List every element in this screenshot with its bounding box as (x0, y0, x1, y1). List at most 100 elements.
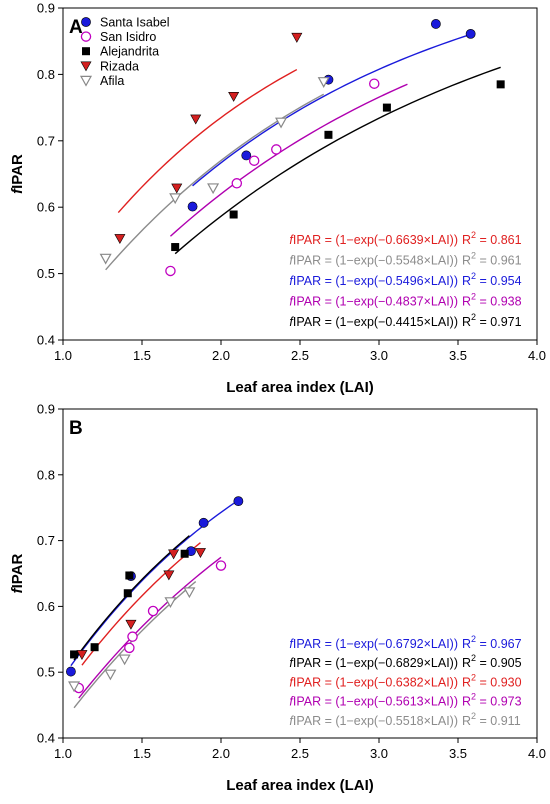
r2-label: R (462, 656, 471, 670)
x-tick-label: 3.5 (449, 746, 467, 761)
fit-r2-0: R2 = 0.967 (462, 634, 522, 651)
legend-marker (79, 75, 93, 87)
fit-equation-1: fIPAR = (1−exp(−0.5548×LAI)) (289, 254, 458, 268)
y-tick-label: 0.5 (37, 266, 55, 281)
y-tick-label: 0.9 (37, 402, 55, 417)
legend-marker (80, 31, 92, 42)
x-tick-label: 3.0 (370, 348, 388, 363)
r2-value: = 0.911 (476, 714, 521, 728)
y-tick-label: 0.8 (37, 467, 55, 482)
r2-label: R (462, 714, 471, 728)
data-point (382, 103, 391, 112)
fit-r2-3: R2 = 0.938 (462, 292, 522, 309)
data-point (248, 155, 260, 166)
data-point (118, 654, 131, 666)
legend-label: San Isidro (100, 30, 156, 44)
panel-a: 1.0 1.5 2.0 2.5 3.0 3.5 4.0 0.4 0.5 0.6 0.7 0.8 0.9 L… (9, 1, 546, 397)
x-tick-label: 3.0 (370, 746, 388, 761)
data-point (104, 669, 117, 681)
legend-label: Rizada (100, 59, 139, 73)
fit-r2-1: R2 = 0.905 (462, 653, 522, 670)
r2-label: R (462, 295, 471, 309)
data-point (183, 587, 196, 599)
data-point (187, 201, 198, 212)
data-point (127, 631, 138, 642)
data-point (169, 193, 182, 205)
r2-sup: 2 (471, 230, 476, 240)
eq-f: f (289, 675, 294, 689)
data-point (241, 150, 252, 161)
eq-f: f (289, 254, 294, 268)
legend-marker (81, 17, 91, 27)
x-tick-label: 2.5 (291, 746, 309, 761)
y-tick-label: 0.7 (37, 533, 55, 548)
r2-value: = 0.961 (476, 254, 522, 268)
fit-equation-0: fIPAR = (1−exp(−0.6792×LAI)) (289, 637, 458, 651)
legend-marker (80, 61, 92, 72)
eq-body: IPAR = (1−exp(−0.5518×LAI)) (293, 714, 458, 728)
r2-sup: 2 (471, 251, 476, 261)
series-rizada (76, 548, 206, 661)
series-afila (99, 77, 330, 265)
fit-equation-2: fIPAR = (1−exp(−0.5496×LAI)) (289, 274, 458, 288)
r2-sup: 2 (471, 672, 476, 682)
data-point (165, 265, 176, 277)
r2-label: R (462, 315, 471, 329)
data-point (125, 571, 134, 580)
y-axis-label-italic: f (9, 586, 26, 593)
fit-r2-0: R2 = 0.861 (462, 230, 522, 247)
fit-equation-3: fIPAR = (1−exp(−0.5613×LAI)) (289, 695, 458, 709)
series-alejandrita (171, 80, 505, 252)
data-point (164, 597, 177, 609)
r2-sup: 2 (471, 653, 476, 663)
fit-curve-2 (81, 542, 201, 666)
x-tick-label: 1.5 (133, 348, 151, 363)
y-tick-label: 0.9 (37, 1, 55, 16)
fit-r2-1: R2 = 0.961 (462, 251, 522, 268)
data-point (430, 19, 441, 29)
y-axis-label: fIPAR (9, 553, 26, 593)
fit-r2-4: R2 = 0.971 (462, 312, 522, 329)
data-point (123, 589, 132, 598)
data-point (496, 80, 505, 89)
data-point (198, 517, 209, 528)
data-point (168, 549, 180, 560)
eq-f: f (289, 233, 294, 247)
y-tick-label: 0.4 (37, 333, 55, 348)
x-tick-label: 1.0 (54, 746, 72, 761)
fit-curve-1 (105, 93, 325, 271)
data-point (90, 643, 99, 652)
fit-curve-2 (192, 33, 471, 187)
r2-label: R (462, 274, 471, 288)
r2-sup: 2 (471, 692, 476, 702)
legend-label: Afila (100, 74, 124, 88)
r2-value: = 0.971 (476, 315, 522, 329)
series-san-isidro (73, 560, 227, 694)
x-tick-label: 2.0 (212, 348, 230, 363)
eq-f: f (289, 637, 294, 651)
data-point (171, 243, 180, 252)
data-point (291, 32, 303, 43)
x-tick-label: 4.0 (528, 746, 546, 761)
r2-sup: 2 (471, 711, 476, 721)
data-point (207, 183, 220, 195)
data-point (147, 605, 159, 617)
x-tick-label: 2.0 (212, 746, 230, 761)
eq-f: f (289, 274, 294, 288)
series-rizada (114, 32, 303, 245)
data-point (228, 92, 240, 102)
data-point (231, 178, 243, 189)
x-axis-label: Leaf area index (LAI) (226, 379, 374, 396)
fit-curve-4 (174, 66, 501, 255)
data-point (70, 650, 79, 659)
eq-f: f (289, 695, 294, 709)
data-point (317, 77, 330, 88)
r2-value: = 0.973 (476, 695, 522, 709)
r2-sup: 2 (471, 292, 476, 302)
y-tick-label: 0.6 (37, 599, 55, 614)
y-tick-label: 0.4 (37, 731, 55, 746)
data-point (275, 117, 288, 129)
eq-body: IPAR = (1−exp(−0.6792×LAI)) (293, 637, 458, 651)
